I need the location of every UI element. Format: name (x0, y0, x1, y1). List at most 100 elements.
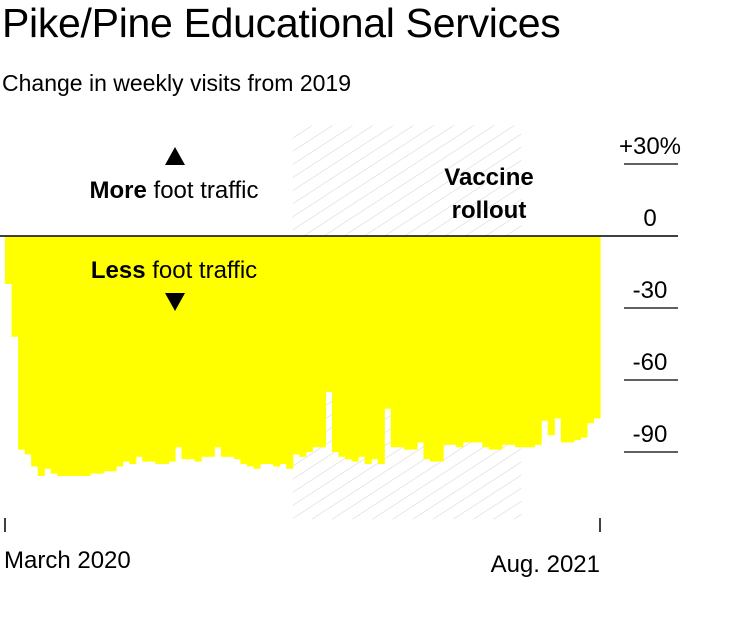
area-column (345, 236, 353, 460)
area-column (501, 236, 510, 445)
area-column (161, 236, 170, 464)
area-column (181, 236, 189, 460)
area-column (116, 236, 124, 467)
area-column (103, 236, 111, 472)
x-label-end: Aug. 2021 (491, 551, 600, 578)
area-column (416, 236, 425, 443)
area-column (305, 236, 313, 452)
area-column (83, 236, 91, 476)
area-column (188, 236, 196, 460)
area-column (31, 236, 39, 467)
area-column (76, 236, 85, 476)
area-column (449, 236, 457, 445)
x-label-start: March 2020 (4, 547, 131, 574)
area-column (37, 236, 45, 476)
area-column (292, 236, 300, 455)
area-column (279, 236, 287, 464)
area-column (299, 236, 307, 457)
area-column (358, 236, 366, 457)
area-column (586, 236, 595, 424)
y-tick-label: -30 (633, 277, 668, 304)
area-column (175, 236, 183, 448)
less-rest: foot traffic (146, 257, 258, 284)
more-rest: foot traffic (147, 177, 259, 204)
area-column (351, 236, 359, 462)
more-bold: More (90, 177, 147, 204)
area-column (50, 236, 58, 474)
area-column (201, 236, 209, 457)
y-axis: +30% 0 -30 -60 -90 (619, 133, 681, 453)
area-column (207, 236, 215, 457)
area-column (377, 236, 385, 464)
area-column (528, 236, 536, 448)
area-column (508, 236, 516, 445)
area-column (430, 236, 438, 462)
area-column (194, 236, 202, 462)
area-column (469, 236, 477, 443)
area-column (109, 236, 117, 472)
vaccine-label-line1: Vaccine (444, 164, 533, 191)
area-column (495, 236, 503, 450)
chart-title: Pike/Pine Educational Services (2, 0, 561, 46)
y-tick-label: +30% (619, 133, 681, 160)
area-column (515, 236, 523, 448)
up-arrow-icon (165, 147, 185, 165)
area-column (155, 236, 163, 464)
area-column (286, 236, 294, 469)
area-column (122, 236, 130, 462)
area-column (57, 236, 65, 476)
area-column (96, 236, 104, 474)
area-column (148, 236, 156, 462)
y-tick-label: -90 (633, 421, 668, 448)
area-column (90, 236, 98, 474)
area-column (24, 236, 32, 455)
down-arrow-icon (165, 293, 185, 311)
area-column (253, 236, 261, 469)
area-column (142, 236, 150, 462)
area-column (63, 236, 71, 476)
area-column (560, 236, 568, 443)
area-column (482, 236, 490, 448)
area-column (397, 236, 405, 448)
area-column (214, 236, 222, 448)
area-column (462, 236, 470, 443)
area-column (547, 236, 555, 436)
area-column (580, 236, 588, 438)
area-column (227, 236, 235, 457)
area-column (70, 236, 78, 476)
area-column (246, 236, 255, 467)
area-column (220, 236, 228, 457)
area-column (403, 236, 411, 450)
area-column (331, 236, 340, 452)
area-column (390, 236, 398, 448)
area-column (338, 236, 346, 457)
area-column (384, 236, 392, 409)
area-column (541, 236, 549, 421)
area-column (260, 236, 268, 464)
area-column (168, 236, 176, 462)
area-column (18, 236, 26, 450)
chart-subtitle: Change in weekly visits from 2019 (2, 70, 351, 96)
area-column (273, 236, 281, 467)
area-column (443, 236, 451, 445)
less-foot-traffic-label: Less foot traffic (91, 257, 257, 284)
area-column (567, 236, 575, 443)
area-series (5, 236, 601, 476)
area-column (554, 236, 562, 419)
area-column (240, 236, 248, 464)
area-column (475, 236, 483, 443)
area-column (129, 236, 137, 464)
area-column (436, 236, 444, 462)
area-column (593, 236, 601, 419)
area-column (266, 236, 274, 464)
area-column (573, 236, 581, 440)
area-column (44, 236, 52, 469)
area-column (11, 236, 19, 337)
vaccine-label-line2: rollout (452, 197, 527, 224)
y-tick-label: -60 (633, 349, 668, 376)
area-column (312, 236, 320, 448)
area-column (521, 236, 529, 448)
area-column (423, 236, 431, 460)
area-column (410, 236, 418, 450)
